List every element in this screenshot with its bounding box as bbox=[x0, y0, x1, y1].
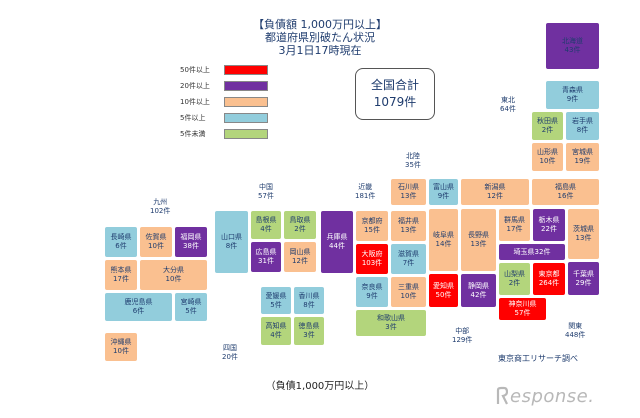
pref-tile: 石川県 13件 bbox=[390, 178, 427, 206]
pref-tile: 京都府 15件 bbox=[355, 210, 389, 242]
pref-tile: 静岡県 42件 bbox=[460, 273, 497, 308]
pref-tile: 島根県 4件 bbox=[250, 210, 282, 240]
pref-tile: 埼玉県 32件 bbox=[498, 243, 566, 261]
as-of-date: 3月1日17時現在 bbox=[278, 44, 362, 57]
pref-tile: 大阪府 103件 bbox=[355, 243, 389, 275]
pref-tile: 山梨県 2件 bbox=[498, 262, 531, 296]
pref-tile: 山口県 8件 bbox=[214, 210, 249, 274]
pref-tile: 鳥取県 2件 bbox=[283, 210, 317, 240]
pref-tile: 鹿児島県 6件 bbox=[104, 292, 173, 322]
pref-tile: 佐賀県 10件 bbox=[139, 226, 173, 258]
region-label: 北陸 35件 bbox=[405, 152, 421, 169]
pref-tile: 徳島県 3件 bbox=[293, 316, 325, 346]
legend-swatch bbox=[224, 97, 268, 107]
pref-tile: 熊本県 17件 bbox=[104, 259, 138, 291]
pref-tile: 栃木県 22件 bbox=[532, 208, 566, 242]
pref-tile: 岐阜県 14件 bbox=[428, 208, 459, 272]
legend-swatch bbox=[224, 129, 268, 139]
national-total-box: 全国合計 1079件 bbox=[355, 68, 435, 120]
pref-tile: 山形県 10件 bbox=[531, 142, 564, 172]
source-credit: 東京商工リサーチ調べ bbox=[498, 354, 578, 363]
national-total-value: 1079件 bbox=[373, 95, 417, 109]
national-total-label: 全国合計 bbox=[370, 78, 419, 92]
pref-tile: 岩手県 8件 bbox=[565, 111, 600, 141]
pref-tile: 茨城県 13件 bbox=[567, 208, 600, 260]
chart-title: 都道府県別破たん状況 bbox=[265, 31, 375, 44]
pref-tile: 富山県 9件 bbox=[428, 178, 459, 206]
pref-tile: 愛媛県 5件 bbox=[260, 286, 292, 315]
region-label: 四国 20件 bbox=[222, 344, 238, 361]
region-label: 東北 64件 bbox=[500, 96, 516, 113]
pref-tile: 宮城県 19件 bbox=[565, 142, 600, 172]
pref-tile: 宮崎県 5件 bbox=[174, 292, 208, 322]
pref-tile: 福岡県 38件 bbox=[174, 226, 208, 258]
pref-tile: 和歌山県 3件 bbox=[355, 309, 427, 337]
pref-tile: 群馬県 17件 bbox=[498, 208, 531, 242]
region-label: 中部 129件 bbox=[452, 327, 473, 344]
pref-tile: 広島県 31件 bbox=[250, 241, 282, 273]
legend-swatch bbox=[224, 113, 268, 123]
pref-tile: 奈良県 9件 bbox=[355, 276, 389, 308]
pref-tile: 愛知県 50件 bbox=[428, 273, 459, 308]
pref-tile: 秋田県 2件 bbox=[531, 111, 564, 141]
legend-swatch bbox=[224, 81, 268, 91]
response-watermark: esponse. bbox=[510, 386, 595, 407]
pref-tile: 兵庫県 44件 bbox=[320, 210, 354, 274]
caption: （負債1,000万円以上） bbox=[265, 381, 375, 392]
pref-tile: 大分県 10件 bbox=[139, 259, 208, 291]
pref-tile: 三重県 10件 bbox=[390, 276, 427, 308]
pref-tile: 福島県 16件 bbox=[531, 178, 600, 206]
pref-tile: 東京都 264件 bbox=[532, 262, 566, 296]
pref-tile: 千葉県 29件 bbox=[567, 261, 600, 296]
chart-heading: 【負債額 1,000万円以上】 bbox=[253, 18, 387, 31]
legend-swatch bbox=[224, 65, 268, 75]
pref-tile: 香川県 8件 bbox=[293, 286, 325, 315]
region-label: 九州 102件 bbox=[150, 198, 171, 215]
pref-tile: 高知県 4件 bbox=[260, 316, 292, 346]
pref-tile: 沖縄県 10件 bbox=[104, 332, 138, 362]
region-label: 中国 57件 bbox=[258, 183, 274, 200]
pref-tile: 北海道 43件 bbox=[545, 22, 600, 70]
region-label: 近畿 181件 bbox=[355, 183, 376, 200]
pref-tile: 長野県 13件 bbox=[460, 208, 497, 272]
region-label: 関東 448件 bbox=[565, 322, 586, 339]
pref-tile: 長崎県 6件 bbox=[104, 226, 138, 258]
pref-tile: 新潟県 12件 bbox=[460, 178, 530, 206]
pref-tile: 滋賀県 7件 bbox=[390, 243, 427, 275]
pref-tile: 福井県 13件 bbox=[390, 210, 427, 242]
pref-tile: 青森県 9件 bbox=[545, 80, 600, 110]
pref-tile: 岡山県 12件 bbox=[283, 241, 317, 273]
response-logo-icon bbox=[496, 386, 508, 405]
pref-tile: 神奈川県 57件 bbox=[498, 297, 547, 321]
